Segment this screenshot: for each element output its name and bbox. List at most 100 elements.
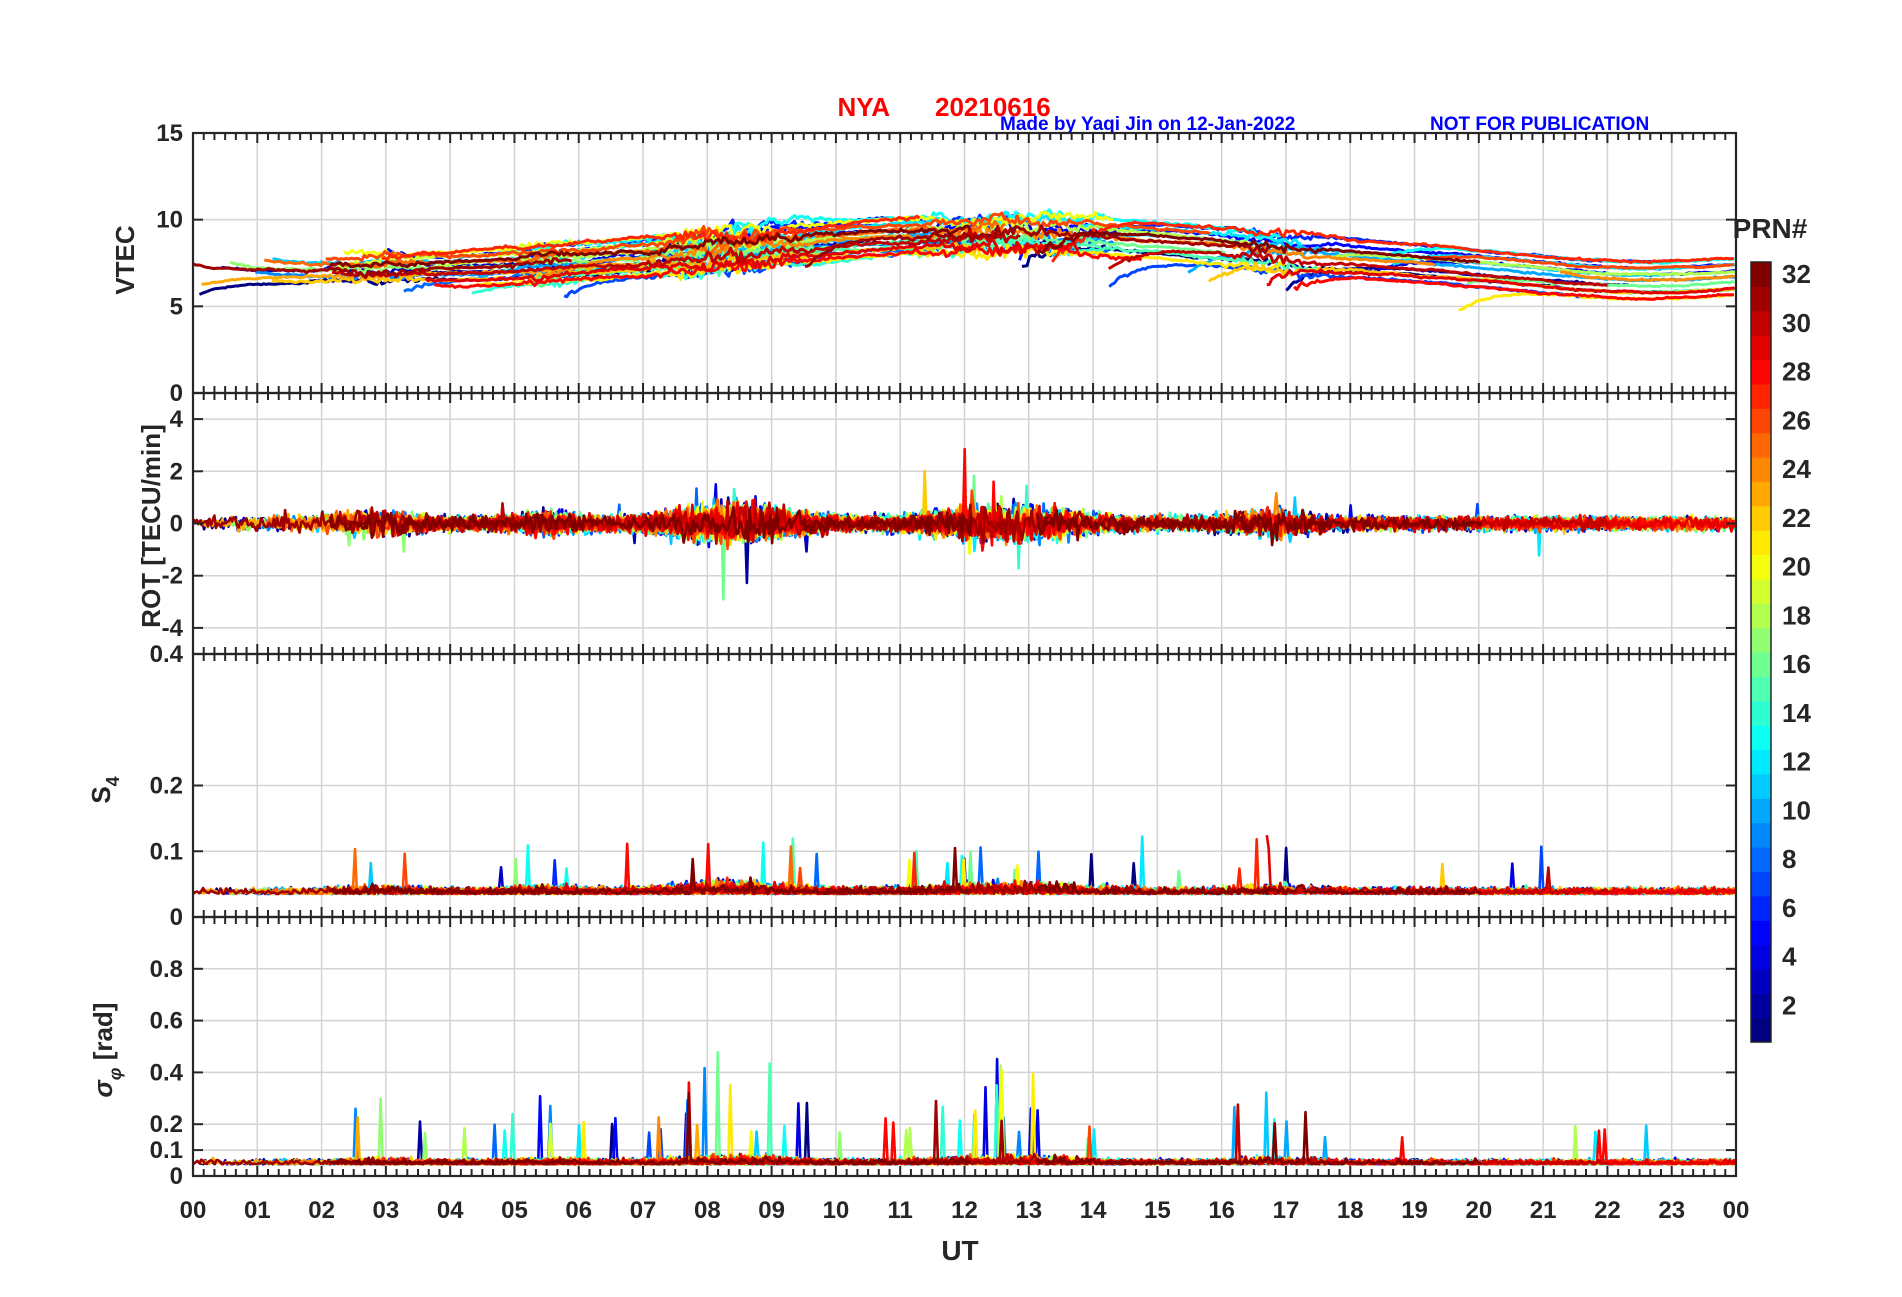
x-tick-label: 14 (1080, 1197, 1107, 1224)
vtec-trace-prn-20 (343, 210, 1114, 259)
colorbar-segment-prn-24 (1751, 457, 1771, 482)
colorbar-segment-prn-4 (1751, 944, 1771, 970)
colorbar-segment-prn-28 (1751, 359, 1771, 385)
colorbar-segment-prn-5 (1751, 920, 1771, 946)
colorbar-segment-prn-16 (1751, 652, 1771, 677)
colorbar-segment-prn-21 (1751, 530, 1771, 556)
colorbar-tick-label: 8 (1782, 844, 1796, 874)
colorbar-segment-prn-31 (1751, 286, 1771, 312)
s4-ylabel-sub: 4 (103, 776, 123, 786)
x-tick-label: 22 (1594, 1197, 1621, 1224)
rot-y-axis-label: ROT [TECU/min] (136, 424, 166, 628)
vtec-trace-prn-28 (1293, 275, 1735, 301)
colorbar-tick-label: 22 (1782, 503, 1811, 533)
sigma-y-tick-label: 0.8 (150, 956, 183, 983)
colorbar-segment-prn-23 (1751, 481, 1771, 507)
rot-y-tick-label: 2 (170, 458, 183, 485)
sigma-traces (192, 1050, 1738, 1166)
colorbar-title: PRN# (1733, 213, 1808, 244)
panel-vtec: 0 5 10 15 VTEC (110, 120, 1738, 407)
colorbar-segment-prn-29 (1751, 335, 1771, 361)
rot-trace-prn-30 (1107, 509, 1610, 535)
colorbar-segment-prn-3 (1751, 968, 1771, 994)
rot-y-tick-label: -2 (162, 563, 183, 590)
vtec-trace-prn-29 (424, 235, 1080, 283)
s4-traces (192, 835, 1738, 896)
colorbar-tick-label: 26 (1782, 405, 1811, 435)
x-tick-label: 13 (1015, 1197, 1042, 1224)
vtec-trace-prn-30 (1107, 249, 1608, 287)
rot-y-tick-label: 0 (170, 511, 183, 538)
x-tick-label: 19 (1401, 1197, 1428, 1224)
vtec-trace-prn-31 (192, 257, 573, 278)
vtec-y-tick-label: 0 (170, 380, 183, 407)
x-axis-label: UT (941, 1235, 978, 1266)
colorbar-segment-prn-20 (1751, 554, 1771, 580)
x-tick-label: 16 (1208, 1197, 1235, 1224)
sigma-y-axis-label: σφ [rad] (88, 1003, 125, 1098)
x-tick-label: 23 (1658, 1197, 1685, 1224)
colorbar-segment-prn-13 (1751, 725, 1771, 751)
x-tick-label: 17 (1273, 1197, 1300, 1224)
sigma-ylabel-suffix: [rad] (88, 1003, 118, 1068)
rot-y-tick-label: -4 (162, 615, 184, 642)
vtec-y-tick-label: 10 (156, 207, 183, 234)
vtec-trace-prn-32 (1036, 230, 1481, 265)
s4-trace-prn-31 (803, 879, 1271, 896)
x-tick-label: 06 (565, 1197, 592, 1224)
colorbar-fill (1751, 262, 1771, 1043)
colorbar-tick-label: 2 (1782, 990, 1796, 1020)
sigma-ylabel-main: σ (88, 1078, 118, 1097)
rot-y-tick-labels: -4 -2 0 2 4 (162, 406, 184, 642)
x-tick-label: 08 (694, 1197, 721, 1224)
sigma-y-tick-label: 0.4 (150, 1059, 184, 1086)
vtec-y-tick-label: 5 (170, 293, 183, 320)
colorbar-segment-prn-15 (1751, 676, 1771, 702)
x-tick-label: 21 (1530, 1197, 1557, 1224)
panel-rot: -4 -2 0 2 4 ROT [TECU/min] (136, 391, 1738, 656)
colorbar-tick-label: 32 (1782, 259, 1811, 289)
x-tick-label: 18 (1337, 1197, 1364, 1224)
colorbar-segment-prn-26 (1751, 408, 1771, 434)
colorbar-segment-prn-19 (1751, 578, 1771, 604)
s4-trace-prn-32 (329, 846, 972, 896)
vtec-trace-prn-31 (804, 224, 1270, 268)
x-tick-label: 02 (308, 1197, 335, 1224)
x-tick-label: 09 (758, 1197, 785, 1224)
colorbar-segment-prn-1 (1751, 1017, 1771, 1043)
rot-trace-prn-32 (1036, 508, 1483, 547)
colorbar-tick-label: 4 (1782, 942, 1797, 972)
vtec-trace-prn-27 (1051, 220, 1734, 265)
x-tick-label: 11 (888, 1197, 913, 1224)
x-tick-label: 04 (437, 1197, 464, 1224)
colorbar-tick-label: 10 (1782, 795, 1811, 825)
panel-sigma: 00.10.2 0.4 0.6 0.8 σφ [rad] (88, 915, 1738, 1190)
colorbar-tick-label: 18 (1782, 600, 1811, 630)
sigma-y-tick-label: 0.6 (150, 1008, 183, 1035)
vtec-trace-prn-27 (381, 214, 921, 262)
vtec-trace-prn-29 (1266, 268, 1735, 295)
colorbar-segment-prn-2 (1751, 993, 1771, 1019)
colorbar-segment-prn-25 (1751, 432, 1771, 458)
sigma-trace-prn-32 (1036, 1110, 1482, 1166)
colorbar-tick-label: 28 (1782, 357, 1811, 387)
colorbar-segment-prn-12 (1751, 749, 1771, 775)
x-tick-label: 03 (373, 1197, 400, 1224)
sigma-y-tick-label: 0.1 (150, 1137, 183, 1164)
sigma-ylabel-sub: φ (105, 1067, 125, 1080)
colorbar-segment-prn-27 (1751, 383, 1771, 409)
s4-trace-prn-32 (1036, 880, 1482, 896)
colorbar-tick-label: 16 (1782, 649, 1811, 679)
s4-y-tick-labels: 0 0.1 0.2 0.4 (150, 641, 184, 931)
vtec-trace-prn-24 (1559, 270, 1736, 283)
s4-y-tick-label: 0.4 (150, 641, 184, 668)
x-tick-labels: 00 01 02 03 04 05 06 07 08 09 10 11 12 13 14 15 16 17 18 19… (180, 1197, 1750, 1224)
rot-y-tick-label: 4 (170, 406, 184, 433)
colorbar-segment-prn-7 (1751, 871, 1771, 897)
colorbar-segment-prn-14 (1751, 700, 1771, 726)
x-tick-label: 00 (180, 1197, 207, 1224)
rot-trace-prn-32 (328, 505, 973, 545)
